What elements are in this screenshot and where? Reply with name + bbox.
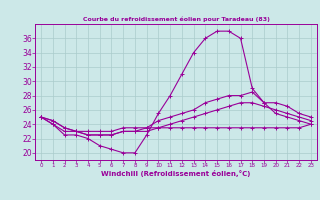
- X-axis label: Windchill (Refroidissement éolien,°C): Windchill (Refroidissement éolien,°C): [101, 170, 251, 177]
- Title: Courbe du refroidissement éolien pour Taradeau (83): Courbe du refroidissement éolien pour Ta…: [83, 17, 269, 22]
